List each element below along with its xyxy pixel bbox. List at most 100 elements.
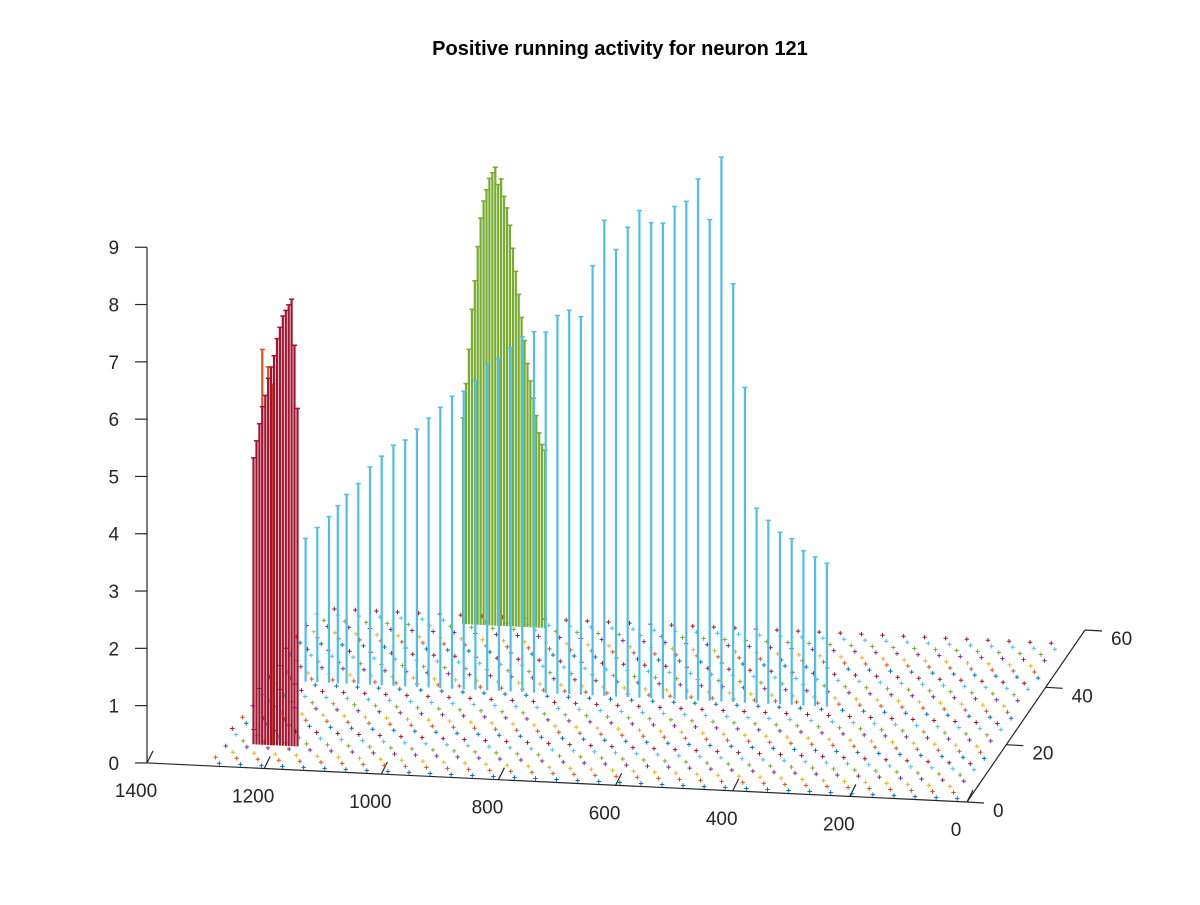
baseline-marker: [934, 795, 939, 800]
baseline-marker: [925, 759, 931, 764]
baseline-marker: [345, 720, 351, 725]
baseline-marker: [901, 634, 906, 639]
baseline-marker: [1017, 651, 1023, 656]
baseline-marker: [787, 717, 793, 722]
baseline-marker: [373, 703, 378, 708]
y-tick-label: 20: [1032, 744, 1053, 765]
baseline-marker: [694, 772, 700, 777]
baseline-marker: [712, 648, 717, 653]
baseline-marker: [610, 768, 615, 773]
baseline-marker: [832, 672, 837, 677]
baseline-marker: [341, 690, 346, 695]
baseline-marker: [888, 668, 893, 674]
baseline-marker: [320, 689, 325, 694]
baseline-marker: [1052, 647, 1057, 652]
baseline-marker: [583, 689, 588, 695]
baseline-marker: [858, 726, 863, 731]
baseline-marker: [819, 707, 824, 712]
baseline-marker: [652, 628, 657, 633]
baseline-marker: [334, 683, 339, 689]
baseline-marker: [666, 764, 671, 770]
baseline-marker: [640, 710, 645, 715]
baseline-marker: [651, 746, 657, 751]
baseline-marker: [807, 789, 812, 794]
baseline-marker: [931, 718, 937, 723]
baseline-marker: [845, 785, 851, 790]
baseline-marker: [740, 780, 745, 785]
baseline-marker: [763, 734, 769, 739]
baseline-marker: [298, 664, 303, 669]
baseline-marker: [457, 707, 463, 712]
baseline-marker: [483, 738, 488, 743]
baseline-marker: [552, 700, 557, 705]
baseline-marker: [947, 784, 953, 789]
baseline-marker: [533, 776, 538, 781]
baseline-marker: [351, 678, 356, 684]
baseline-marker: [929, 765, 934, 770]
baseline-marker: [441, 760, 446, 765]
baseline-marker: [1038, 652, 1044, 657]
baseline-marker: [692, 701, 698, 706]
baseline-marker: [603, 761, 608, 767]
baseline-marker: [537, 658, 542, 663]
baseline-marker: [587, 696, 592, 701]
baseline-marker: [863, 661, 868, 667]
baseline-marker: [832, 695, 838, 701]
baseline-marker: [910, 717, 916, 722]
baseline-marker: [1007, 662, 1012, 668]
baseline-marker: [504, 739, 509, 744]
baseline-marker: [694, 748, 699, 753]
baseline-marker: [355, 684, 360, 690]
baseline-marker: [715, 749, 720, 754]
baseline-markers: [213, 606, 1057, 801]
baseline-marker: [910, 693, 915, 698]
baseline-marker: [906, 687, 911, 692]
baseline-marker: [664, 687, 669, 693]
baseline-marker: [1025, 687, 1031, 692]
baseline-marker: [444, 742, 450, 747]
baseline-marker: [213, 755, 218, 760]
baseline-marker: [492, 703, 498, 708]
baseline-marker: [403, 764, 408, 769]
baseline-marker: [567, 742, 572, 747]
baseline-marker: [905, 782, 910, 787]
baseline-marker: [809, 742, 814, 747]
baseline-marker: [909, 669, 914, 675]
baseline-marker: [853, 673, 858, 678]
baseline-marker: [805, 712, 810, 717]
baseline-marker: [912, 646, 917, 651]
baseline-marker: [547, 670, 553, 675]
baseline-marker: [969, 690, 974, 695]
baseline-marker: [905, 640, 910, 645]
baseline-marker: [943, 636, 948, 641]
baseline-marker: [750, 768, 756, 774]
baseline-marker: [620, 756, 625, 762]
baseline-marker: [915, 770, 921, 776]
baseline-marker: [643, 686, 648, 692]
baseline-marker: [630, 745, 636, 750]
baseline-marker: [826, 713, 831, 718]
baseline-marker: [526, 645, 531, 651]
baseline-marker: [798, 706, 803, 711]
baseline-marker: [915, 652, 921, 657]
baseline-marker: [671, 700, 676, 705]
baseline-marker: [679, 730, 684, 735]
baseline-marker: [851, 720, 856, 725]
baseline-marker: [467, 672, 472, 677]
baseline-marker: [303, 718, 308, 723]
baseline-marker: [620, 638, 626, 643]
baseline-marker: [399, 615, 404, 621]
baseline-marker: [329, 748, 334, 754]
baseline-marker: [921, 729, 926, 735]
baseline-marker: [777, 705, 782, 710]
baseline-marker: [815, 700, 820, 706]
baseline-marker: [793, 676, 799, 681]
x-tick-label: 800: [472, 798, 504, 819]
baseline-marker: [735, 726, 740, 732]
baseline-marker: [656, 657, 661, 663]
baseline-marker: [846, 690, 852, 695]
baseline-marker: [645, 763, 650, 769]
baseline-marker: [772, 675, 778, 680]
baseline-marker: [515, 633, 520, 638]
baseline-marker: [572, 677, 578, 682]
